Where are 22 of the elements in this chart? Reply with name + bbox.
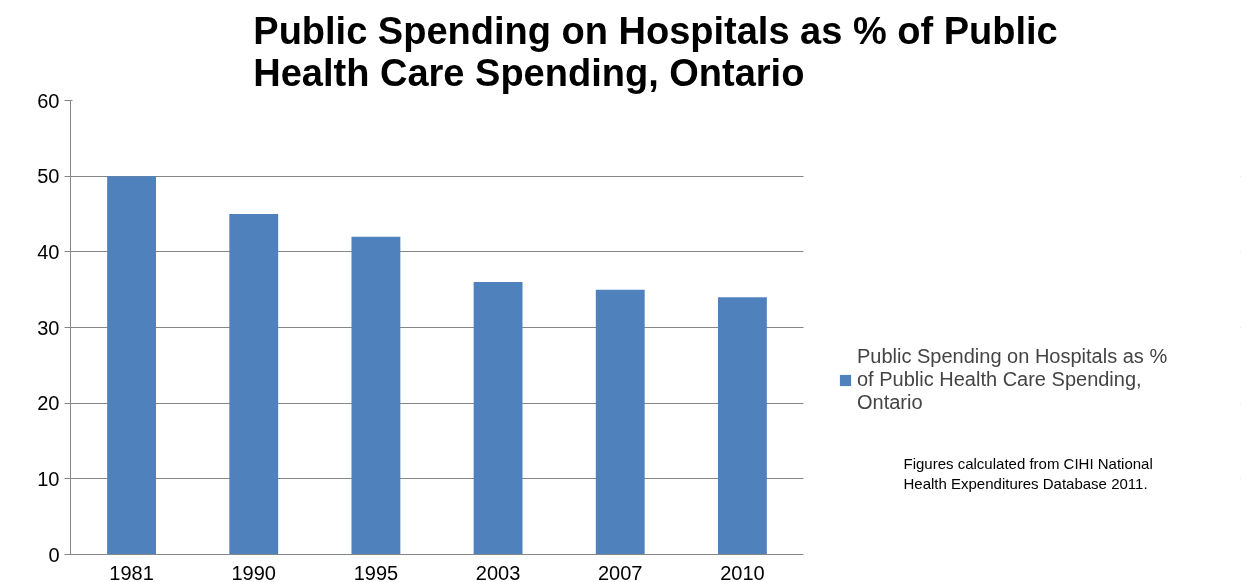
- y-tick-label: 40: [37, 240, 60, 263]
- y-tick-label: 30: [37, 316, 60, 339]
- y-tick-label: 50: [37, 165, 60, 188]
- bar: [595, 289, 645, 555]
- y-tick-label: 0: [48, 543, 60, 566]
- text: Figures calculated from CIHI National Health Expenditures Database 2011.: [903, 454, 1153, 493]
- bar: [473, 282, 523, 555]
- bar: [107, 176, 157, 555]
- x-tick-label: 1990: [231, 561, 276, 582]
- chart-title: Public Spending on Hospitals as % of Public Health Care Spending, Ontario: [253, 9, 1058, 94]
- bar: [717, 297, 767, 555]
- x-tick-label: 2003: [475, 561, 521, 582]
- x-tick-label: 1981: [109, 561, 154, 582]
- y-tick-label: 60: [37, 89, 60, 112]
- bar: [229, 214, 279, 555]
- x-tick-label: 1995: [353, 561, 399, 582]
- y-tick-label: 10: [37, 467, 60, 490]
- bar: [351, 236, 401, 555]
- x-tick-label: 2010: [720, 561, 765, 582]
- y-tick-label: 20: [37, 392, 60, 415]
- legend-label: Public Spending on Hospitals as % of Public Health Care Spending, Ontario: [857, 345, 1168, 414]
- x-tick-label: 2007: [598, 561, 643, 582]
